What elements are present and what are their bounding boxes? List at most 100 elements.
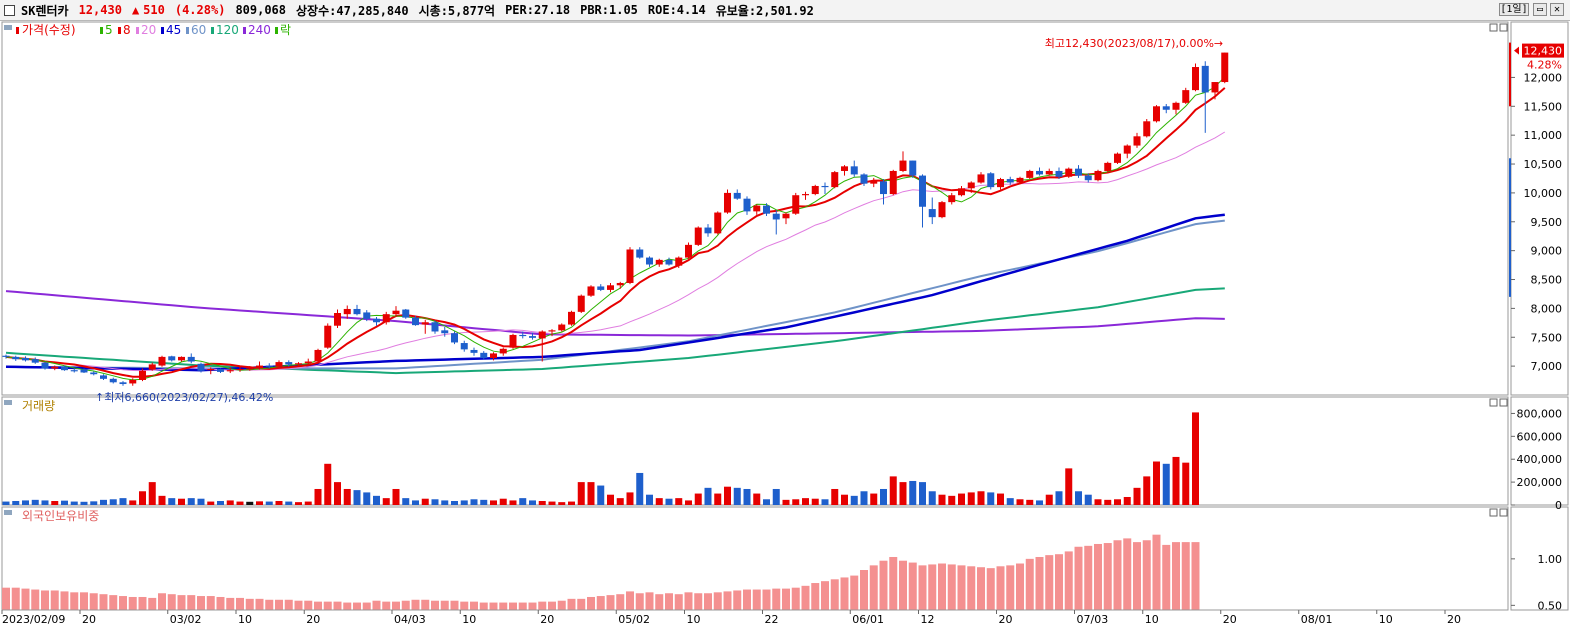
- foreign-ratio-bar: [382, 601, 391, 610]
- foreign-ratio-bar: [148, 597, 157, 610]
- volume-bar: [304, 501, 312, 505]
- ma240-line: [5, 290, 1225, 337]
- x-axis-label: 08/01: [1301, 613, 1333, 626]
- foreign-ratio-bar: [421, 599, 430, 610]
- candle-body: [373, 318, 380, 323]
- x-axis-label: 12: [921, 613, 935, 626]
- volume-bar: [236, 501, 244, 505]
- x-axis-label: 20: [306, 613, 320, 626]
- candle-body: [207, 369, 215, 371]
- candle-body: [733, 192, 741, 199]
- per-value: PER:27.18: [505, 3, 571, 17]
- candle-body: [119, 382, 127, 385]
- price-y-tick-label: 10,500: [1524, 158, 1563, 171]
- foreign-ratio-bar: [323, 601, 332, 610]
- foreign-ratio-bar: [99, 594, 108, 610]
- candle-body: [860, 174, 868, 184]
- period-button[interactable]: [1일]: [1499, 3, 1529, 16]
- axis-frame: [1510, 396, 1569, 506]
- candle-body: [987, 173, 995, 188]
- volume-bar: [1123, 496, 1131, 505]
- candle-body: [763, 205, 770, 214]
- foreign-ratio-bar: [762, 589, 771, 610]
- candle-body: [948, 195, 956, 203]
- price-marker-icon: [1514, 46, 1519, 55]
- volume-bar: [802, 498, 809, 505]
- volume-bar: [51, 500, 59, 505]
- foreign-ratio-bar: [80, 592, 88, 610]
- stock-chart[interactable]: 12,000 11,500 11,000 10,500 10,000 9,500 9,000…: [0, 21, 1570, 629]
- foreign-ratio-bar: [538, 601, 547, 610]
- foreign-ratio-bar: [908, 562, 917, 610]
- panel-minimize-icon: [1489, 508, 1498, 517]
- foreign-ratio-bar: [791, 587, 800, 610]
- foreign-ratio-bar: [450, 600, 459, 610]
- volume-bar: [1055, 491, 1063, 505]
- foreign-ratio-bar: [333, 601, 342, 610]
- volume-bar: [938, 494, 946, 505]
- foreign-ratio-bar: [411, 599, 420, 610]
- maximize-icon[interactable]: ▭: [1533, 3, 1547, 16]
- price-y-tick-label: 7,500: [1531, 331, 1563, 344]
- foreign-ratio-bar: [1025, 558, 1034, 610]
- candle-body: [431, 322, 439, 332]
- volume-bar: [421, 498, 429, 505]
- candle-body: [1114, 153, 1121, 163]
- foreign-ratio-bar: [294, 600, 303, 610]
- low-annotation: ↑최저6,660(2023/02/27),46.42%: [95, 391, 273, 404]
- volume-bar: [1153, 461, 1160, 505]
- volume-bar: [909, 480, 917, 505]
- header-checkbox[interactable]: [4, 4, 15, 16]
- volume-bar: [782, 499, 790, 505]
- volume-bar: [90, 501, 98, 505]
- candle-body: [470, 349, 478, 353]
- foreign-ratio-bar: [977, 567, 985, 610]
- volume-bar: [948, 495, 956, 505]
- volume-bar: [977, 491, 985, 505]
- candle-body: [90, 372, 98, 375]
- price-y-tick-label: 7,000: [1531, 360, 1563, 373]
- candle-body: [392, 310, 400, 315]
- volume-bar: [899, 482, 907, 505]
- axis-frame: [1510, 506, 1569, 611]
- close-icon[interactable]: ✕: [1550, 3, 1564, 16]
- foreign-ratio-bar: [362, 602, 371, 610]
- foreign-ratio-bar: [1084, 545, 1093, 610]
- foreign-ratio-bar: [167, 594, 176, 610]
- volume-bar: [509, 500, 517, 505]
- foreign-ratio-bar: [840, 577, 849, 610]
- candle-body: [636, 249, 644, 258]
- x-axis-label: 07/03: [1077, 613, 1109, 626]
- candle-body: [607, 285, 614, 290]
- foreign-ratio-bar: [1142, 540, 1151, 610]
- foreign-ratio-bar: [460, 601, 469, 610]
- candle-body: [899, 160, 907, 171]
- candle-body: [382, 314, 390, 323]
- x-axis-label: 06/01: [852, 613, 884, 626]
- foreign-ratio-bar: [1123, 538, 1132, 610]
- candle-body: [782, 213, 790, 219]
- foreign-panel-title: 외국인보유비중: [22, 509, 99, 523]
- volume-bar: [265, 501, 273, 505]
- candle-body: [1084, 175, 1092, 181]
- candle-body: [841, 166, 848, 171]
- panel-handle-icon: [4, 25, 12, 30]
- foreign-ratio-bar: [1045, 555, 1054, 610]
- foreign-ratio-bar: [470, 601, 478, 610]
- volume-bar: [763, 499, 770, 505]
- foreign-ratio-bar: [869, 565, 878, 610]
- foreign-ratio-bar: [275, 599, 283, 610]
- candle-body: [792, 195, 800, 214]
- foreign-ratio-bar: [479, 602, 488, 610]
- candle-body: [12, 356, 20, 360]
- foreign-ratio-bar: [596, 596, 605, 610]
- candle-body: [1104, 162, 1112, 171]
- x-axis-label: 05/02: [618, 613, 650, 626]
- volume-bar: [100, 499, 107, 505]
- volume-bar: [821, 499, 829, 505]
- candle-body: [314, 349, 322, 362]
- volume-bar: [2, 501, 10, 505]
- foreign-ratio-bar: [109, 595, 118, 610]
- volume-bar: [480, 499, 488, 505]
- legend-marker: [100, 27, 103, 34]
